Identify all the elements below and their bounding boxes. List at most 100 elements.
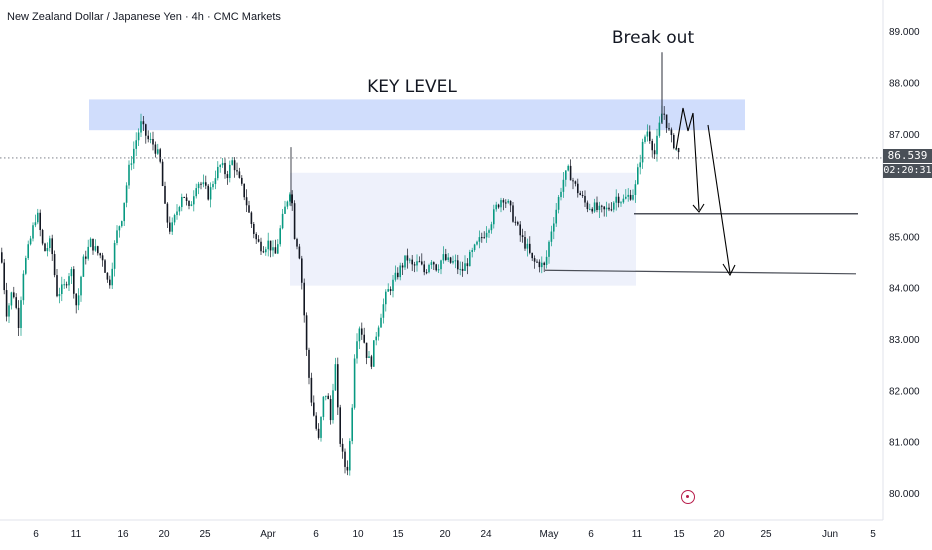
candle-body (560, 191, 562, 198)
candle-body (598, 205, 601, 210)
candle-body (125, 185, 128, 203)
candle-body (118, 226, 121, 231)
candle-body (493, 209, 495, 225)
candle-body (305, 315, 308, 350)
candle-body (214, 178, 217, 185)
candle-body (73, 269, 75, 294)
candle-body (65, 284, 68, 286)
time-tick-label: 11 (71, 529, 82, 540)
candle-body (365, 342, 368, 358)
price-tick-label: 87.000 (889, 130, 920, 141)
candle-body (665, 114, 668, 129)
candle-body (133, 148, 135, 164)
candle-body (219, 165, 221, 167)
candle-body (615, 196, 617, 203)
candle-body (387, 289, 389, 292)
candle-body (32, 225, 34, 239)
candle-body (85, 256, 87, 259)
candle-body (349, 441, 351, 471)
time-tick-label: 11 (632, 529, 643, 540)
candle-body (217, 166, 219, 179)
candle-body (289, 194, 291, 202)
candle-body (63, 284, 65, 286)
candle-body (303, 282, 305, 316)
recording-icon[interactable] (681, 490, 695, 504)
candle-body (301, 258, 303, 283)
candle-body (488, 230, 490, 233)
candle-body (656, 135, 658, 155)
candle-body (109, 279, 111, 286)
candle-body (80, 276, 82, 296)
candle-body (27, 244, 29, 259)
candle-body (190, 204, 193, 206)
candle-body (406, 255, 409, 261)
candle-body (646, 131, 649, 137)
candle-body (373, 340, 375, 367)
candle-body (651, 140, 653, 151)
candle-body (334, 364, 337, 391)
candle-body (89, 238, 92, 247)
arrowhead-2 (722, 263, 736, 277)
time-tick-label: 25 (760, 529, 772, 540)
candle-body (382, 304, 385, 318)
candle-body (529, 243, 531, 253)
candle-body (601, 205, 603, 207)
candle-body (332, 390, 334, 421)
candle-body (397, 272, 399, 278)
candle-body (39, 212, 41, 231)
candle-body (435, 264, 437, 271)
time-tick-label: 20 (439, 529, 451, 540)
candle-body (97, 246, 99, 254)
candle-body (593, 202, 596, 212)
candle-body (94, 246, 97, 251)
candle-body (176, 211, 178, 216)
candle-body (277, 244, 279, 254)
candle-body (641, 141, 644, 163)
candle-body (497, 204, 500, 208)
price-axis[interactable]: 89.000 88.000 87.000 85.000 84.000 83.000 82.0… (882, 0, 920, 520)
candle-body (193, 196, 195, 205)
candle-body (344, 451, 346, 467)
candle-body (255, 233, 257, 240)
candle-body (519, 224, 521, 236)
candle-body (423, 264, 425, 273)
candle-body (207, 185, 209, 200)
candle-body (634, 184, 637, 195)
candle-body (637, 167, 639, 185)
candle-body (325, 395, 327, 397)
key-level-annotation: KEY LEVEL (367, 77, 457, 97)
chart-title: New Zealand Dollar / Japanese Yen · 4h ·… (7, 11, 281, 23)
candle-body (181, 196, 183, 208)
candle-body (269, 240, 272, 251)
candle-body (253, 223, 255, 234)
candle-body (663, 113, 665, 115)
candle-body (627, 194, 629, 197)
time-tick-label: 6 (588, 529, 594, 540)
candle-body (401, 265, 404, 268)
candle-body (425, 272, 428, 274)
candle-body (209, 187, 212, 200)
candle-body (562, 179, 565, 192)
candle-body (130, 163, 133, 165)
candle-body (591, 208, 593, 212)
candle-body (149, 138, 152, 140)
price-tick-label: 81.000 (889, 438, 920, 449)
candle-countdown-badge: 02:20:31 (883, 164, 932, 178)
time-axis[interactable]: 6 11 16 20 25 Apr 6 10 15 20 24 May 6 11 15 20 25 Jun 5 (0, 519, 883, 540)
candle-body (644, 136, 646, 142)
candle-body (238, 171, 241, 178)
candle-body (507, 200, 509, 203)
candle-body (533, 258, 536, 262)
candle-body (673, 134, 675, 149)
candle-body (521, 235, 524, 238)
candle-body (569, 165, 572, 181)
candle-body (262, 251, 265, 253)
candle-body (111, 268, 113, 286)
candle-body (409, 259, 411, 261)
candle-body (557, 197, 560, 210)
candle-body (44, 243, 46, 252)
candle-body (370, 356, 373, 367)
candle-body (291, 194, 293, 204)
candle-body (363, 334, 365, 343)
